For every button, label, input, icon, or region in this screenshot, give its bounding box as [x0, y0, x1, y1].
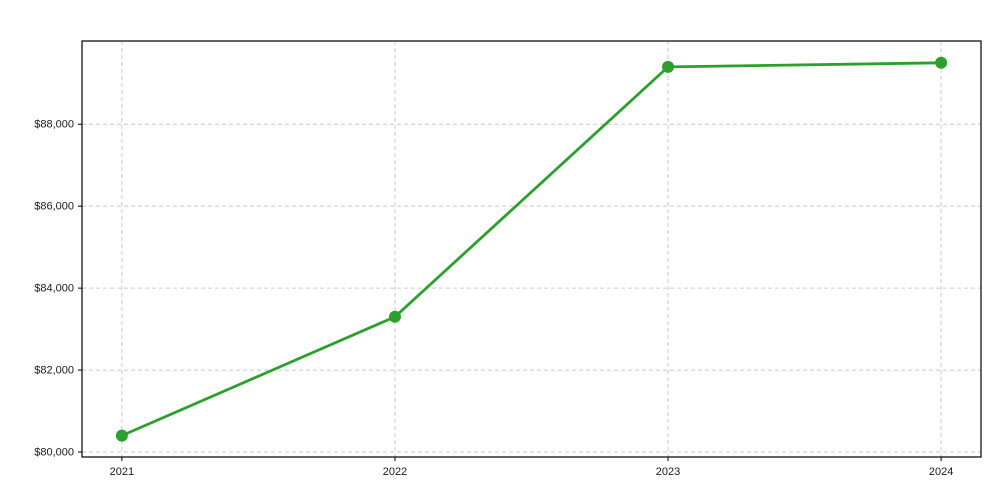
data-point-2023	[662, 60, 675, 73]
y-tick-label: $80,000	[34, 447, 74, 459]
x-tick-label: 2024	[929, 466, 953, 478]
series-line	[120, 61, 943, 438]
x-tick-label: 2022	[383, 466, 407, 478]
y-tick-label: $86,000	[34, 201, 74, 213]
data-point-2024	[935, 56, 948, 69]
y-tick-label: $82,000	[34, 365, 74, 377]
plot-border	[81, 40, 982, 458]
y-tick-label: $84,000	[34, 283, 74, 295]
data-point-2022	[388, 310, 401, 323]
y-tick-label: $88,000	[34, 119, 74, 131]
x-tick-label: 2023	[656, 466, 680, 478]
data-point-2021	[115, 429, 128, 442]
x-tick-label: 2021	[110, 466, 134, 478]
